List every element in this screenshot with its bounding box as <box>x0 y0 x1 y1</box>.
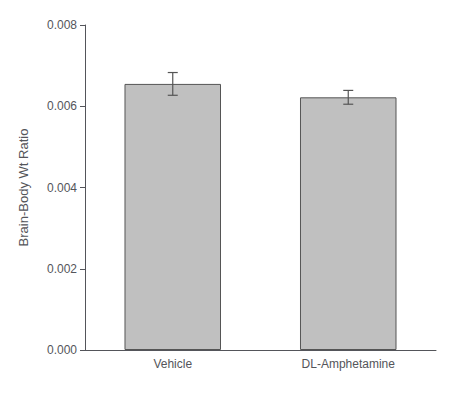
svg-text:Brain-Body Wt Ratio: Brain-Body Wt Ratio <box>16 129 31 247</box>
svg-text:Vehicle: Vehicle <box>153 357 192 371</box>
svg-text:0.000: 0.000 <box>47 343 77 357</box>
svg-text:0.006: 0.006 <box>47 99 77 113</box>
svg-text:0.008: 0.008 <box>47 18 77 32</box>
svg-text:0.002: 0.002 <box>47 262 77 276</box>
svg-text:DL-Amphetamine: DL-Amphetamine <box>302 357 396 371</box>
svg-text:0.004: 0.004 <box>47 181 77 195</box>
